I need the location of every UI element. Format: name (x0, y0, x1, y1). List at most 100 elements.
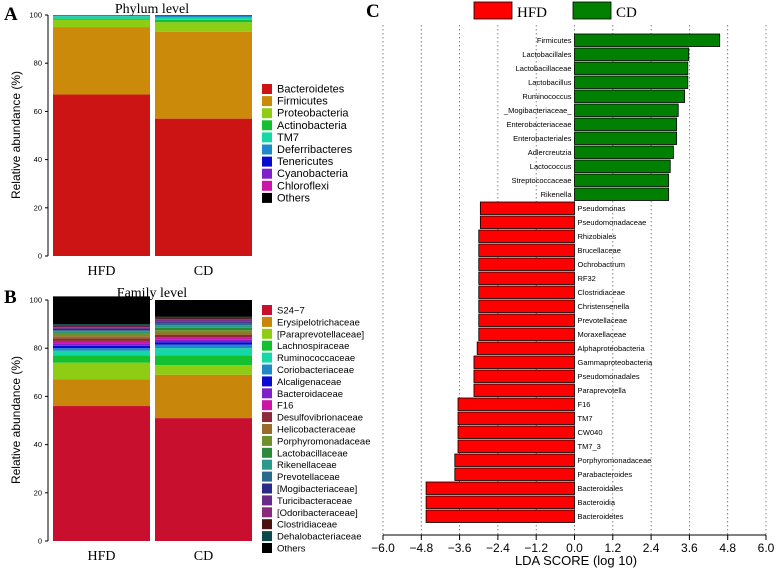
lda-bar-hfd (478, 313, 575, 327)
bar-segment-hfd-3 (53, 18, 150, 20)
taxon-label: Lactobacillus (528, 78, 572, 87)
bar-segment-cd-16 (155, 320, 252, 322)
x-axis-label: LDA SCORE (log 10) (515, 553, 637, 568)
legend-swatch (262, 519, 272, 530)
taxon-label: Bacteroidetes (578, 512, 624, 521)
x-tick-label: 1.2 (604, 541, 621, 555)
legend-item: Alcaligenaceae (277, 377, 341, 388)
legend-item: Desulfovibrionaceae (277, 413, 363, 424)
lda-bar-hfd (478, 285, 575, 299)
legend-swatch (262, 400, 272, 411)
taxon-label: Alphaproteobacteria (578, 344, 646, 353)
legend-item: Turicibacteraceae (277, 496, 352, 507)
taxon-label: Bacteroidia (578, 498, 616, 507)
y-tick-label: 60 (34, 107, 42, 116)
lda-bar-hfd (425, 481, 575, 495)
x-tick-label: 3.6 (681, 541, 698, 555)
bar-segment-cd-4 (155, 348, 252, 356)
taxon-label: Christensenella (578, 302, 631, 311)
bar-segment-hfd-8 (53, 340, 150, 344)
taxon-label: Bacteroidales (578, 484, 624, 493)
taxon-label: Adlercreutzia (528, 148, 573, 157)
legend-item: Proteobacteria (277, 108, 349, 120)
taxon-label: Rikenella (541, 190, 573, 199)
bar-segment-hfd-2 (53, 19, 150, 28)
legend-item: [Odoribacteraceae] (277, 508, 358, 519)
bar-segment-hfd-4 (53, 16, 150, 19)
bar-segment-hfd-15 (53, 328, 150, 331)
legend-swatch-cd (572, 1, 612, 20)
bar-segment-cd-0 (155, 418, 252, 541)
y-tick-label: 0 (38, 537, 42, 546)
bar-segment-cd-3 (155, 355, 252, 366)
legend-item: Prevotellaceae (277, 472, 340, 483)
bar-segment-hfd-16 (53, 327, 150, 329)
x-tick-label: 6.0 (758, 541, 775, 555)
bar-segment-cd-10 (155, 332, 252, 335)
bar-segment-cd-0 (155, 118, 252, 256)
legend-item: Others (277, 544, 306, 555)
legend-item: Ruminococcaceae (277, 353, 355, 364)
taxon-label: TM7 (578, 414, 593, 423)
y-tick-label: 80 (34, 344, 42, 353)
legend-item: Lachnospiraceae (277, 341, 349, 352)
lda-bar-hfd (473, 369, 575, 383)
x-tick-label: CD (194, 264, 213, 279)
y-tick-label: 80 (34, 59, 42, 68)
bar-segment-hfd-13 (53, 331, 150, 333)
taxon-label: _Mogibacteriaceae_ (503, 106, 572, 115)
legend-item: Firmicutes (277, 96, 328, 108)
y-tick-label: 40 (34, 440, 42, 449)
bar-segment-cd-2 (155, 365, 252, 375)
lda-bar-cd (574, 173, 670, 187)
legend-item: Cyanobacteria (277, 168, 349, 180)
taxon-label: Pseudomonadales (578, 372, 640, 381)
legend-swatch (262, 316, 272, 327)
x-tick-label: HFD (87, 264, 115, 279)
lda-bar-hfd (454, 453, 575, 467)
bar-segment-hfd-7 (53, 343, 150, 346)
legend-item: [Paraprevotellaceae] (277, 329, 364, 340)
lda-bar-hfd (425, 509, 575, 523)
bar-segment-cd-6 (155, 342, 252, 345)
bar-segment-cd-13 (155, 325, 252, 328)
taxon-label: Pseudomonas (578, 204, 626, 213)
legend-swatch (262, 435, 272, 446)
lda-bar-hfd (425, 495, 575, 509)
chart-title: Phylum level (115, 2, 189, 17)
taxon-label: Moraxellaceae (578, 330, 627, 339)
taxon-label: Porphyromonadaceae (578, 456, 652, 465)
taxon-label: Ruminococcus (522, 92, 571, 101)
legend-item: HFD (517, 5, 547, 21)
taxon-label: Paraprevotella (578, 386, 627, 395)
legend-swatch (262, 412, 272, 423)
lda-bar-hfd (478, 229, 575, 243)
legend-swatch (262, 328, 272, 339)
bar-segment-hfd-1 (53, 27, 150, 95)
taxon-label: Pseudomonadaceae (578, 218, 647, 227)
legend-item: Deferribacteres (277, 144, 353, 156)
lda-bar-cd (574, 33, 721, 47)
bar-segment-cd-11 (155, 330, 252, 333)
lda-bar-hfd (476, 341, 575, 355)
panel-a-phylum-chart: A Phylum level Relative abundance (%) 0 2… (4, 2, 353, 279)
legend-item: Dehalobacteriaceae (277, 532, 362, 543)
y-tick-label: 40 (34, 155, 42, 164)
lda-bar-hfd (479, 201, 575, 215)
bar-segment-cd-9 (155, 334, 252, 338)
x-tick-label: 4.8 (719, 541, 736, 555)
taxon-label: F16 (578, 400, 591, 409)
bar-segment-cd-5 (155, 15, 252, 18)
bar-segment-hfd-6 (53, 345, 150, 349)
lda-bar-hfd (478, 327, 575, 341)
bar-segment-hfd-3 (53, 355, 150, 363)
legend-item: Actinobacteria (277, 120, 348, 132)
bar-segment-cd-18 (155, 318, 252, 320)
legend-item: [Mogibacteriaceae] (277, 484, 357, 495)
legend-swatch (262, 352, 272, 363)
panel-label-c: C (366, 1, 380, 22)
legend-swatch (262, 424, 272, 434)
x-tick-label: −1.2 (524, 541, 548, 555)
legend-item: S24−7 (277, 306, 305, 317)
